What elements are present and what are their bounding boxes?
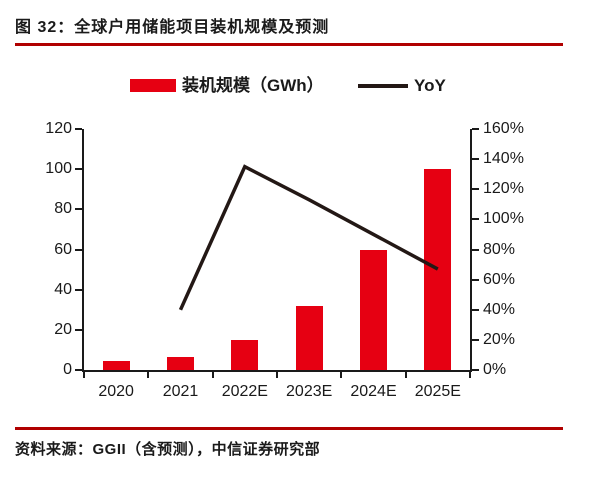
x-label-2024E: 2024E [350, 383, 397, 400]
y-axis-right-label: 0% [483, 361, 507, 378]
y-axis-right-tick [472, 188, 479, 191]
y-axis-right-label: 100% [483, 210, 524, 228]
y-axis-left-tick [75, 248, 82, 251]
y-axis-left-label: 20 [54, 320, 72, 338]
bar-2025E [424, 169, 452, 370]
legend-line-marker [358, 84, 408, 88]
y-axis-left-label: 60 [54, 240, 72, 258]
y-axis-right-line [470, 129, 472, 372]
y-axis-left-label: 40 [54, 280, 72, 298]
footer-rule [15, 427, 563, 430]
x-axis-tick [340, 372, 343, 378]
x-label-2023E: 2023E [286, 383, 333, 400]
y-axis-left-tick [75, 369, 82, 371]
y-axis-right-label: 40% [483, 300, 516, 318]
y-axis-right-label: 20% [483, 330, 516, 348]
y-axis-right-label: 140% [483, 150, 524, 168]
y-axis-left-label: 100 [45, 160, 72, 178]
x-axis-line [82, 370, 472, 372]
x-label-2020: 2020 [98, 383, 134, 400]
legend-line-label: YoY [414, 76, 446, 95]
bar-2021 [167, 357, 194, 370]
x-axis-tick [276, 372, 278, 378]
y-axis-right-tick [472, 248, 479, 251]
y-axis-right-tick [472, 158, 479, 161]
y-axis-right-tick [472, 338, 479, 341]
x-axis-tick [211, 372, 214, 378]
x-axis-tick [469, 372, 471, 378]
x-label-2025E: 2025E [414, 383, 461, 400]
x-axis-tick [404, 372, 407, 378]
bar-2024E [360, 249, 387, 370]
y-axis-left-label: 120 [45, 120, 72, 137]
bar-2022E [231, 339, 259, 370]
y-axis-left-tick [75, 208, 82, 211]
y-axis-left-label: 80 [54, 200, 72, 218]
bar-2020 [102, 361, 130, 370]
x-axis-tick [147, 372, 150, 378]
y-axis-right-tick [472, 278, 479, 281]
bar-2023E [295, 305, 323, 370]
y-axis-left-label: 0 [63, 361, 72, 378]
legend-bar-label: 装机规模（GWh） [182, 76, 324, 95]
source-text: 资料来源：GGII（含预测），中信证券研究部 [15, 441, 321, 458]
y-axis-left-line [82, 129, 84, 372]
y-axis-left-tick [75, 328, 82, 331]
y-axis-right-label: 80% [483, 240, 516, 258]
yoy-line [178, 164, 439, 311]
y-axis-right-tick [472, 128, 479, 130]
x-axis-tick [83, 372, 85, 378]
x-label-2021: 2021 [162, 383, 199, 400]
y-axis-right-label: 160% [483, 120, 524, 137]
y-axis-right-tick [472, 218, 479, 221]
y-axis-right-label: 60% [483, 270, 516, 288]
y-axis-left-tick [75, 128, 82, 130]
title-rule [15, 43, 563, 46]
x-label-2022E: 2022E [221, 383, 268, 400]
y-axis-left-tick [75, 168, 82, 171]
y-axis-right-label: 120% [483, 180, 524, 198]
y-axis-left-tick [75, 288, 82, 291]
y-axis-right-tick [472, 308, 479, 311]
y-axis-right-tick [472, 369, 479, 371]
figure-title: 图 32：全球户用储能项目装机规模及预测 [15, 19, 330, 36]
legend-bar-swatch [130, 79, 176, 92]
